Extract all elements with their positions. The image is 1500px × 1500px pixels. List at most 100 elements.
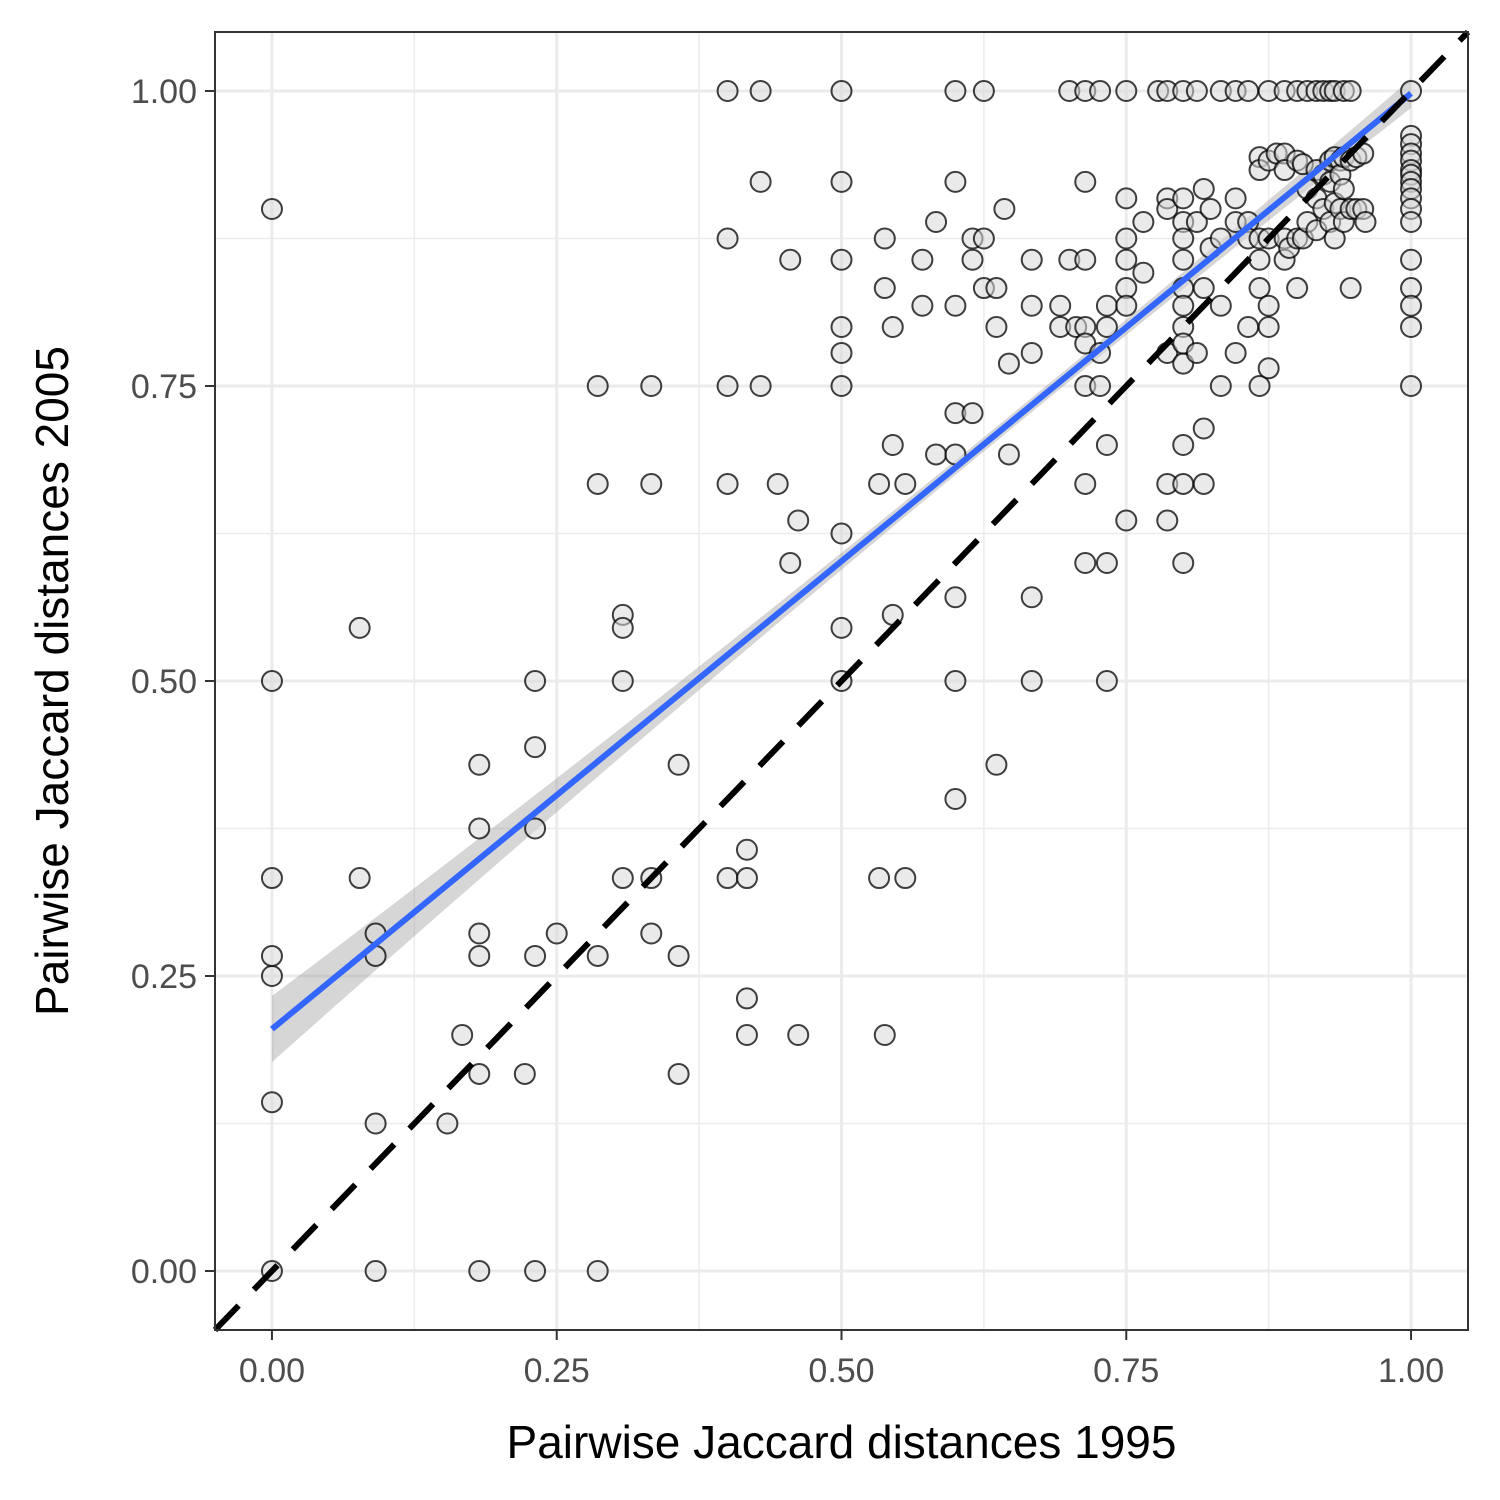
data-point [944,788,967,810]
data-point [972,80,995,102]
data-point [260,867,283,890]
data-point [985,316,1008,338]
data-point [944,586,967,609]
data-point [1339,277,1362,300]
data-point [749,170,772,193]
data-point [1095,670,1118,692]
data-point [925,210,948,233]
data-point [260,944,283,967]
data-point [468,1260,491,1282]
data-point [830,170,853,193]
y-tick-label: 0.50 [131,663,197,701]
data-point [348,616,371,639]
data-point [1049,294,1072,317]
data-point [830,341,853,364]
data-point [1156,509,1179,532]
data-point [873,1024,896,1046]
data-point [1224,341,1247,364]
data-point [1339,80,1362,102]
data-point [1185,80,1208,102]
data-point [364,1112,387,1135]
data-point [1115,227,1138,250]
data-point [1172,434,1195,456]
data-point [944,670,967,692]
data-point [1020,248,1043,271]
data-point [894,472,917,495]
data-point [961,248,984,271]
data-point [830,522,853,545]
regression-line [270,91,1413,1032]
data-point [972,227,995,250]
data-point [1172,552,1195,574]
data-point [830,375,853,397]
data-point [735,838,758,861]
data-point [766,472,789,495]
data-point [1172,472,1195,495]
data-point [1248,277,1271,300]
data-point [1089,375,1112,397]
data-point [364,1260,387,1282]
x-tick-label: 0.50 [808,1352,874,1390]
data-point [586,944,609,967]
data-point [735,987,758,1010]
data-point [1132,210,1155,233]
data-point [468,753,491,776]
data-point [997,443,1020,466]
data-point [611,867,634,890]
data-point [1248,375,1271,397]
data-point [749,80,772,102]
data-point [524,1260,547,1282]
data-point [1400,248,1423,271]
data-point [260,198,283,220]
y-tick-label: 0.75 [131,368,197,406]
data-point [640,472,663,495]
data-point [1248,248,1271,271]
data-point [524,817,547,840]
data-point [260,670,283,692]
data-point [868,472,891,495]
x-tick-label: 0.00 [239,1352,305,1390]
data-point [1115,509,1138,532]
data-point [1237,80,1260,102]
data-point [1020,341,1043,364]
x-tick-label: 0.25 [524,1352,590,1390]
data-point [1172,294,1195,317]
data-point [787,1024,810,1046]
data-point [735,1024,758,1046]
x-tick-label: 0.75 [1093,1352,1159,1390]
data-point [1237,316,1260,338]
data-point [1257,316,1280,338]
data-point [1115,248,1138,271]
data-point [1074,248,1097,271]
data-point [1185,210,1208,233]
data-points [260,80,1423,1282]
data-point [873,277,896,300]
data-point [830,248,853,271]
data-point [1332,177,1355,200]
data-point [985,277,1008,300]
data-point [524,944,547,967]
data-point [1323,227,1346,250]
data-point [468,817,491,840]
data-point [1172,248,1195,271]
data-point [451,1024,474,1046]
data-point [1095,316,1118,338]
data-point [779,552,802,574]
data-point [1074,472,1097,495]
data-point [1115,294,1138,317]
data-point [1172,187,1195,210]
y-axis-title: Pairwise Jaccard distances 2005 [26,346,78,1016]
data-point [830,316,853,338]
data-point [873,227,896,250]
data-point [1224,187,1247,210]
data-point [881,434,904,456]
data-point [779,248,802,271]
data-point [468,1062,491,1085]
data-point [1192,417,1215,440]
data-point [1074,552,1097,574]
data-point [1020,586,1043,609]
fit-line [270,91,1413,1032]
x-axis-title: Pairwise Jaccard distances 1995 [507,1416,1177,1468]
data-point [716,80,739,102]
data-point [944,80,967,102]
